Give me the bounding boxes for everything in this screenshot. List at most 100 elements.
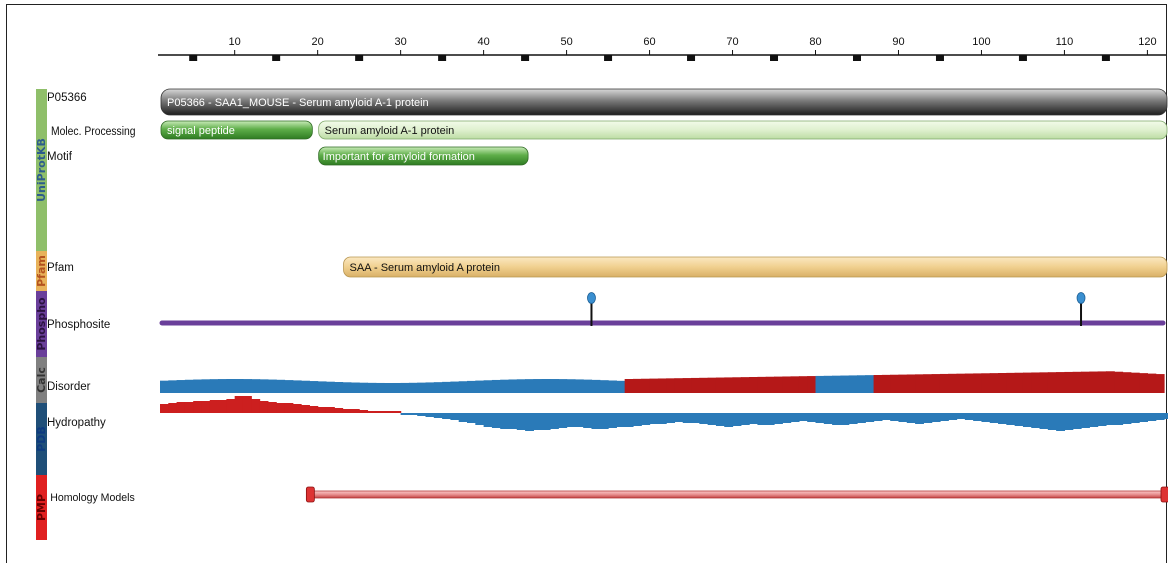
disorder-bar xyxy=(649,378,659,393)
signal-peptide-feature[interactable]: signal peptide xyxy=(160,120,313,140)
hydropathy-bar-negative xyxy=(699,413,709,424)
disorder-bar xyxy=(1056,372,1066,393)
protein-bar[interactable] xyxy=(160,88,1168,116)
disorder-bar xyxy=(350,382,360,393)
source-group-uniprotkb: UniProtKB xyxy=(35,89,48,251)
hydropathy-bar-negative xyxy=(450,413,460,420)
hydropathy-bar-negative xyxy=(981,413,991,422)
hydropathy-bar-negative xyxy=(1031,413,1041,428)
hydropathy-bar-negative xyxy=(574,413,584,427)
motif-bar[interactable] xyxy=(318,146,529,166)
motif-feature[interactable]: Important for amyloid formation xyxy=(318,146,529,166)
hydropathy-bar-negative xyxy=(541,413,551,430)
disorder-bar xyxy=(790,376,800,393)
hydropathy-bar-negative xyxy=(881,413,891,420)
hydropathy-bar-negative xyxy=(1122,413,1132,424)
hydropathy-bar-negative xyxy=(856,413,866,423)
disorder-bar xyxy=(467,380,476,393)
disorder-bar xyxy=(599,380,609,393)
disorder-bar xyxy=(1097,371,1107,393)
hydropathy-bar-positive xyxy=(342,409,352,413)
hydropathy-bar-negative xyxy=(1155,413,1165,420)
phosphosite-marker[interactable] xyxy=(1076,292,1086,304)
disorder-bar xyxy=(724,377,734,393)
hydropathy-bar-negative xyxy=(890,413,900,421)
disorder-bar xyxy=(549,379,559,393)
disorder-bar xyxy=(292,380,302,393)
ruler-minor-tick xyxy=(1101,55,1110,61)
phosphosite-track xyxy=(159,292,1166,326)
homology-model-start-cap xyxy=(305,486,315,503)
hydropathy-bar-positive xyxy=(251,399,261,413)
phosphosite-marker[interactable] xyxy=(587,292,596,304)
disorder-bar xyxy=(541,379,551,393)
disorder-bar xyxy=(815,375,825,393)
protein-feature[interactable]: P05366 - SAA1_MOUSE - Serum amyloid A-1 … xyxy=(160,88,1168,116)
disorder-bar xyxy=(964,373,974,393)
pfam-bar[interactable] xyxy=(343,256,1168,278)
hydropathy-bar-negative xyxy=(566,413,576,427)
signal-peptide-bar[interactable] xyxy=(160,120,313,140)
disorder-bar xyxy=(740,377,750,393)
hydropathy-bar-negative xyxy=(1089,413,1099,427)
hydropathy-bar-negative xyxy=(832,413,841,425)
ruler-minor-tick xyxy=(687,55,696,61)
hydropathy-bar-negative xyxy=(732,413,742,426)
row-label-motif: Motif xyxy=(47,151,73,163)
hydropathy-bar-negative xyxy=(666,413,676,423)
source-group-bar xyxy=(36,403,47,475)
row-label-protein: P05366 xyxy=(47,92,87,104)
disorder-bar xyxy=(1014,372,1024,393)
hydropathy-bar-negative xyxy=(674,413,684,422)
hydropathy-bar-negative xyxy=(624,413,634,427)
disorder-bar xyxy=(873,375,883,393)
hydropathy-bar-negative xyxy=(641,413,651,425)
homology-model-feature[interactable] xyxy=(305,486,1168,503)
hydropathy-bar-positive xyxy=(309,406,319,413)
hydropathy-bar-negative xyxy=(906,413,916,423)
disorder-bar xyxy=(259,379,269,393)
source-group-bar xyxy=(36,89,47,251)
hydropathy-bar-negative xyxy=(467,413,476,423)
pfam-feature[interactable]: SAA - Serum amyloid A protein xyxy=(343,256,1168,278)
disorder-bar xyxy=(433,382,443,393)
disorder-bar xyxy=(218,379,227,393)
row-label-pfam: Pfam xyxy=(47,262,74,274)
hydropathy-bar-negative xyxy=(915,413,924,424)
feature-bars: P05366 - SAA1_MOUSE - Serum amyloid A-1 … xyxy=(159,88,1168,503)
disorder-bar xyxy=(881,374,891,393)
source-group-bar xyxy=(36,291,47,357)
hydropathy-bar-negative xyxy=(682,413,692,423)
hydropathy-bar-negative xyxy=(948,413,958,420)
ruler-tick-label: 110 xyxy=(1056,36,1074,48)
source-group-pmp: PMP xyxy=(35,475,48,540)
hydropathy-bar-positive xyxy=(168,403,178,413)
hydropathy-bar-negative xyxy=(649,413,659,424)
disorder-bar xyxy=(948,373,958,393)
disorder-bar xyxy=(641,378,651,393)
source-group-label: PMP xyxy=(35,494,48,521)
hydropathy-bar-negative xyxy=(1130,413,1140,423)
disorder-bar xyxy=(317,381,327,393)
hydropathy-bar-negative xyxy=(848,413,858,424)
hydropathy-bar-negative xyxy=(616,413,626,427)
chain-bar[interactable] xyxy=(318,120,1168,140)
disorder-bar xyxy=(375,382,385,393)
disorder-bar xyxy=(508,379,518,393)
source-group-bar xyxy=(36,251,47,291)
hydropathy-bar-positive xyxy=(317,407,327,413)
hydropathy-bar-negative xyxy=(533,413,543,430)
hydropathy-bar-positive xyxy=(176,402,186,413)
hydropathy-bar-negative xyxy=(1039,413,1049,429)
disorder-bar xyxy=(989,373,999,393)
disorder-bar xyxy=(442,381,452,393)
hydropathy-bar-negative xyxy=(749,413,759,424)
ruler-tick-label: 20 xyxy=(312,36,324,48)
source-group-phospho: Phospho xyxy=(35,291,48,357)
ruler-minor-tick xyxy=(521,55,530,61)
homology-model-bar[interactable] xyxy=(309,490,1168,499)
chain-feature[interactable]: Serum amyloid A-1 protein xyxy=(318,120,1168,140)
row-label-phosphosite: Phosphosite xyxy=(47,319,110,331)
disorder-bar xyxy=(782,376,792,393)
hydropathy-bar-negative xyxy=(989,413,999,423)
